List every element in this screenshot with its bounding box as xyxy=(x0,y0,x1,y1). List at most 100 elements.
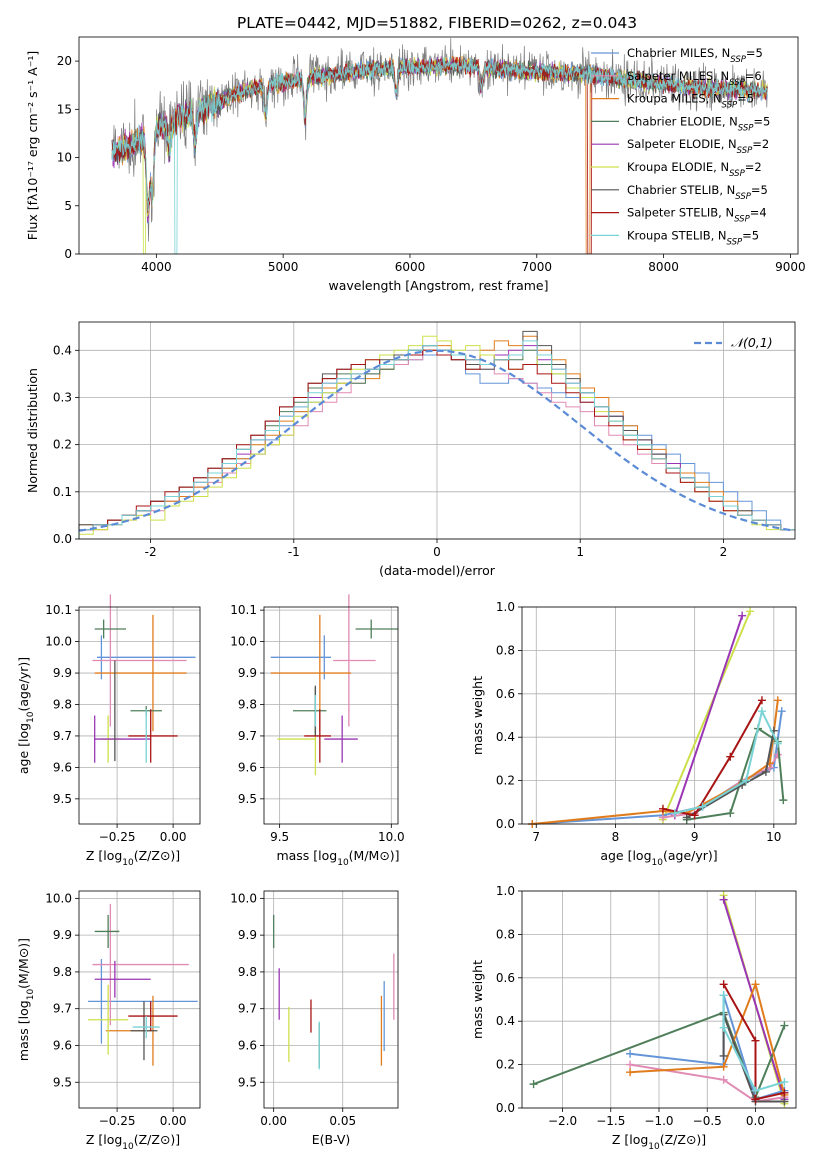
x-axis-label-part: age [log xyxy=(600,848,651,863)
weight-marker xyxy=(726,809,735,818)
error-bar-chabrier-miles xyxy=(87,959,198,1044)
spectrum-lines xyxy=(111,37,768,254)
error-bars xyxy=(87,903,198,1066)
y-tick-label: 9.5 xyxy=(238,792,257,806)
legend-label-sub: SSP xyxy=(730,55,746,65)
legend-label-text: Kroupa MILES, N xyxy=(627,92,722,106)
y-tick-label: 9.8 xyxy=(238,697,257,711)
model-spectrum-kroupa-stelib xyxy=(111,56,768,254)
y-tick-label: 0.4 xyxy=(53,343,72,357)
axes-frame xyxy=(78,890,201,1109)
x-tick-label: 0.0 xyxy=(746,1114,765,1128)
error-bars xyxy=(92,594,196,763)
panel-age-vs-mass: 9.5 10.0 9.5 9.6 9.7 9.8 9.9 10.0 10.1 mass [log1… xyxy=(230,594,405,868)
weight-marker xyxy=(751,1036,760,1045)
y-tick-label: 9.9 xyxy=(238,666,257,680)
error-bar-salpeter-stelib xyxy=(128,709,178,763)
normal-curve xyxy=(78,349,793,532)
panel-mass-vs-ebv: 0.00 0.05 9.5 9.6 9.7 9.8 9.9 10.0 E(B-V) xyxy=(230,890,399,1147)
panel-age-vs-z: −0.25 0.009.59.69.79.89.910.010.1Z [log10… xyxy=(16,594,201,868)
y-tick-label: 15 xyxy=(57,102,72,116)
legend-label-sub: SSP xyxy=(734,215,750,225)
y-axis-label: mass weight xyxy=(470,676,485,755)
weight-marker xyxy=(751,1095,760,1104)
legend-label-suffix: =5 xyxy=(753,114,770,128)
x-tick-label: 2 xyxy=(720,545,728,559)
x-tick-label: -1 xyxy=(288,545,300,559)
legend-label: 𝒩(0,1) xyxy=(731,335,773,350)
weight-marker xyxy=(626,1068,635,1077)
weight-marker xyxy=(690,811,699,820)
weight-marker xyxy=(773,696,782,705)
ticks: 0.00 0.05 9.5 9.6 9.7 9.8 9.9 10.0 xyxy=(230,891,356,1128)
y-tick-label: 9.9 xyxy=(53,928,72,942)
x-tick-label: −2.0 xyxy=(548,1114,577,1128)
panel-mass-vs-z: −0.25 0.009.59.69.79.89.910.0Z [log10(Z/Z… xyxy=(16,890,201,1152)
x-axis-label-sub: 10 xyxy=(337,858,349,868)
x-axis-label: wavelength [Angstrom, rest frame] xyxy=(328,278,548,293)
y-tick-label: 0.2 xyxy=(496,1058,515,1072)
weight-marker xyxy=(626,1049,635,1058)
y-tick-label: 1.0 xyxy=(496,884,515,898)
error-bar-salpeter-elodie xyxy=(324,715,358,763)
x-axis-label-sub: 10 xyxy=(652,858,664,868)
y-tick-label: 0.4 xyxy=(496,1014,515,1028)
weight-marker xyxy=(719,1051,728,1060)
x-axis-label-part: mass [log xyxy=(276,848,337,863)
ticks: 4000 5000 6000 7000 8000 9000 0 5 10 15 20 xyxy=(57,54,806,274)
error-bar-kroupa-elodie xyxy=(87,984,129,1055)
x-tick-label: 0.05 xyxy=(329,1114,356,1128)
weight-line xyxy=(722,995,785,1092)
x-axis-label-part: Z [log xyxy=(86,1132,122,1147)
weight-marker xyxy=(773,739,782,748)
y-tick-label: 9.5 xyxy=(53,1075,72,1089)
ticks: −0.25 0.00 9.5 9.6 9.7 9.8 9.9 10.0 xyxy=(45,891,186,1128)
error-bar-chabrier-miles xyxy=(96,635,196,680)
error-bar-salpeter-elodie xyxy=(94,960,151,998)
error-bars xyxy=(270,594,398,776)
weight-lines xyxy=(529,891,789,1108)
weight-series-kroupa-stelib xyxy=(719,991,789,1095)
error-bar-chabrier-miles xyxy=(270,635,331,680)
x-tick-label: 0.00 xyxy=(260,1114,287,1128)
weight-marker xyxy=(738,611,747,620)
legend-label-suffix: =6 xyxy=(745,69,762,83)
x-tick-label: 10.0 xyxy=(378,830,405,844)
y-axis-label: age [log10(age/yr)] xyxy=(16,657,36,774)
y-axis-label: Normed distribution xyxy=(25,368,40,493)
x-tick-label: 1 xyxy=(576,545,584,559)
y-tick-label: 9.9 xyxy=(53,666,72,680)
y-tick-label: 0 xyxy=(64,247,72,261)
weight-series-chabrier-stelib xyxy=(682,726,778,822)
y-tick-label: 9.7 xyxy=(53,729,72,743)
y-tick-label: 0.3 xyxy=(53,390,72,404)
weight-marker xyxy=(529,1080,538,1089)
weight-marker xyxy=(757,696,766,705)
error-bar-chabrier-elodie xyxy=(94,619,127,639)
weight-marker xyxy=(719,980,728,989)
ticks: −0.25 0.00 9.5 9.6 9.7 9.8 9.9 10.0 10.1 xyxy=(45,603,186,844)
legend-label: Chabrier ELODIE, NSSP=5 xyxy=(627,114,770,133)
legend-label-suffix: =5 xyxy=(742,228,759,242)
weight-marker xyxy=(626,1060,635,1069)
weight-marker xyxy=(719,1075,728,1084)
y-tick-label: 20 xyxy=(57,54,72,68)
figure-title: PLATE=0442, MJD=51882, FIBERID=0262, z=0… xyxy=(237,14,637,32)
histogram-kroupa-stelib xyxy=(78,340,795,539)
legend-label-suffix: =5 xyxy=(737,92,754,106)
y-tick-label: 0.2 xyxy=(53,438,72,452)
grid xyxy=(79,891,200,1108)
y-axis-label: mass weight xyxy=(470,960,485,1039)
x-tick-label: −1.0 xyxy=(644,1114,673,1128)
y-tick-label: 10.0 xyxy=(45,891,72,905)
weight-marker xyxy=(719,991,728,1000)
y-tick-label: 9.8 xyxy=(238,965,257,979)
y-tick-label: 0.8 xyxy=(496,927,515,941)
panel-spectrum: 4000 5000 6000 7000 8000 9000 0 5 10 15 20 waveleng… xyxy=(25,36,806,293)
legend-label-text: Salpeter ELODIE, N xyxy=(627,137,737,151)
legend-label-sub: SSP xyxy=(727,237,743,247)
weight-marker xyxy=(779,796,788,805)
x-axis-label-part: Z [log xyxy=(86,848,122,863)
error-bar-kroupa-miles xyxy=(94,614,187,732)
